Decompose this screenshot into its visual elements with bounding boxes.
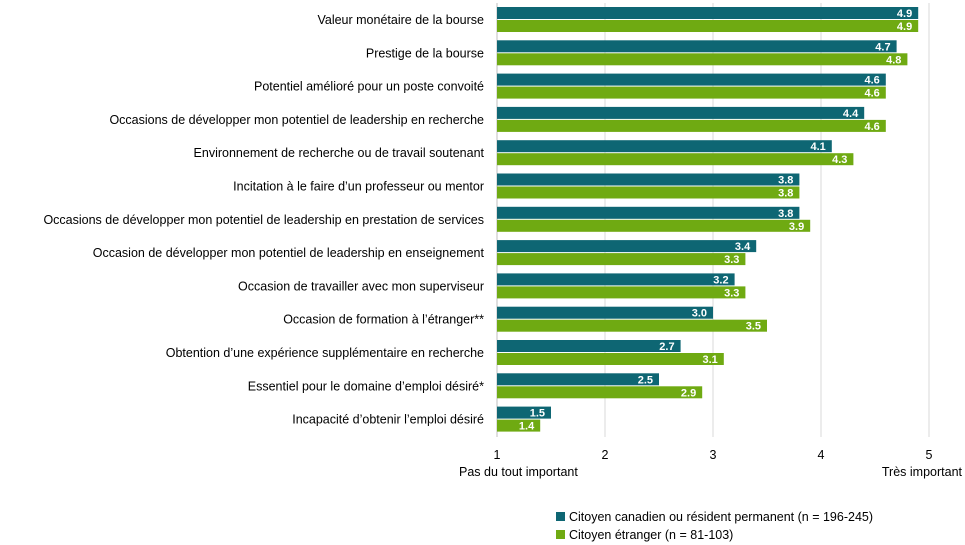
category-label: Essentiel pour le domaine d’emploi désir…	[248, 379, 484, 393]
category-label: Incitation à le faire d’un professeur ou…	[233, 180, 484, 194]
category-label: Occasions de développer mon potentiel de…	[109, 113, 484, 127]
bar-series-1	[497, 106, 865, 119]
value-label-series-2: 3.3	[724, 254, 739, 266]
value-label-series-2: 3.8	[778, 188, 793, 200]
value-label-series-2: 4.9	[897, 21, 912, 33]
category-label: Environnement de recherche ou de travail…	[194, 146, 485, 160]
value-label-series-2: 4.3	[832, 154, 847, 166]
bar-series-2	[497, 386, 703, 399]
legend-swatch-series-2	[556, 530, 565, 539]
category-label: Potentiel amélioré pour un poste convoit…	[254, 80, 484, 94]
value-label-series-1: 3.2	[713, 274, 728, 286]
value-labels: 4.94.74.64.44.13.83.83.43.23.02.72.51.54…	[519, 8, 912, 433]
category-label: Obtention d’une expérience supplémentair…	[166, 346, 484, 360]
value-label-series-1: 3.0	[692, 308, 707, 320]
bar-series-2	[497, 286, 746, 299]
bar-series-1	[497, 173, 800, 186]
x-tick-label: 1	[494, 448, 501, 462]
bar-series-1	[497, 340, 681, 352]
value-label-series-1: 3.4	[735, 241, 751, 253]
bar-series-2	[497, 253, 746, 266]
value-label-series-1: 3.8	[778, 208, 793, 220]
value-label-series-2: 4.8	[886, 54, 901, 66]
x-tick-label: 2	[602, 448, 609, 462]
value-label-series-1: 4.7	[875, 41, 890, 53]
category-label: Valeur monétaire de la bourse	[317, 13, 484, 27]
value-label-series-1: 2.7	[659, 341, 674, 353]
bar-series-2	[497, 186, 800, 199]
value-label-series-2: 2.9	[681, 387, 696, 399]
bar-series-1	[497, 373, 659, 386]
category-label: Incapacité d’obtenir l’emploi désiré	[292, 413, 484, 427]
bar-series-2	[497, 119, 886, 132]
bar-series-2	[497, 86, 886, 99]
value-label-series-2: 4.6	[865, 88, 880, 100]
value-label-series-1: 4.9	[897, 8, 912, 20]
legend: Citoyen canadien ou résident permanent (…	[556, 510, 873, 542]
legend-label-series-2: Citoyen étranger (n = 81-103)	[569, 528, 733, 542]
bar-series-2	[497, 20, 919, 32]
value-label-series-1: 1.5	[530, 408, 545, 420]
bar-series-1	[497, 7, 919, 19]
category-label: Prestige de la bourse	[366, 46, 484, 60]
bar-series-2	[497, 353, 724, 365]
value-label-series-2: 3.1	[703, 354, 718, 366]
x-axis-high-label: Très important	[882, 465, 963, 479]
x-axis-ticks: 1 2 3 4 5	[494, 448, 933, 462]
value-label-series-1: 2.5	[638, 374, 653, 386]
bar-series-1	[497, 73, 886, 86]
bar-series-2	[497, 53, 908, 66]
value-label-series-2: 1.4	[519, 421, 535, 433]
value-label-series-2: 3.5	[746, 321, 761, 333]
category-label: Occasion de développer mon potentiel de …	[93, 246, 485, 260]
category-label: Occasion de formation à l’étranger**	[283, 313, 484, 327]
value-label-series-1: 4.1	[811, 141, 826, 153]
value-label-series-1: 4.6	[865, 75, 880, 87]
bar-series-2	[497, 153, 854, 166]
legend-label-series-1: Citoyen canadien ou résident permanent (…	[569, 510, 873, 524]
x-tick-label: 5	[926, 448, 933, 462]
value-label-series-2: 3.9	[789, 221, 804, 233]
value-label-series-2: 4.6	[865, 121, 880, 133]
bar-series-1	[497, 273, 735, 286]
x-axis-low-label: Pas du tout important	[459, 465, 578, 479]
bar-series-2	[497, 219, 811, 232]
legend-swatch-series-1	[556, 512, 565, 521]
bar-series-1	[497, 240, 757, 253]
bar-series-1	[497, 40, 897, 53]
value-label-series-1: 3.8	[778, 175, 793, 187]
bars	[497, 7, 919, 432]
x-tick-label: 4	[818, 448, 825, 462]
bar-series-1	[497, 306, 713, 319]
category-labels: Valeur monétaire de la bourse Prestige de…	[43, 13, 484, 427]
bar-series-2	[497, 419, 541, 432]
bar-series-1	[497, 406, 551, 419]
bar-series-2	[497, 319, 767, 332]
category-label: Occasion de travailler avec mon supervis…	[238, 279, 484, 293]
value-label-series-2: 3.3	[724, 287, 739, 299]
bar-series-1	[497, 206, 800, 219]
value-label-series-1: 4.4	[843, 108, 859, 120]
category-label: Occasions de développer mon potentiel de…	[43, 213, 484, 227]
x-tick-label: 3	[710, 448, 717, 462]
bar-series-1	[497, 140, 832, 153]
